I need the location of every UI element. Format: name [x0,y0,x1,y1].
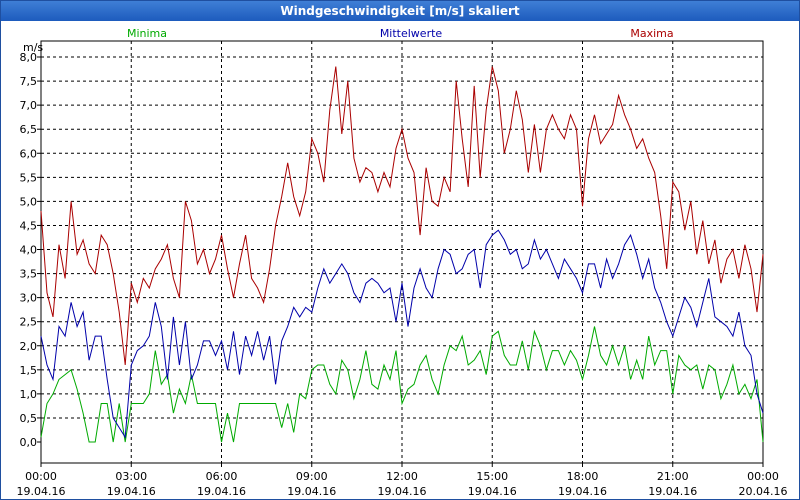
y-tick-label: 2,0 [20,340,38,353]
y-tick-label: 0,0 [20,436,38,449]
y-tick-label: 6,0 [20,147,38,160]
y-tick-label: 8,0 [20,51,38,64]
x-tick-date: 19.04.16 [17,485,66,498]
x-tick-date: 19.04.16 [287,485,336,498]
y-tick-label: 4,0 [20,244,38,257]
legend-minima: Minima [127,27,167,40]
x-tick-date: 19.04.16 [197,485,246,498]
x-tick-time: 06:00 [206,470,238,483]
y-tick-label: 5,5 [20,171,38,184]
chart-plot: m/s Minima Mittelwerte Maxima 0,0 0,5 1,0 1… [17,27,788,498]
legend-mittelwerte: Mittelwerte [380,27,443,40]
window-title: Windgeschwindigkeit [m/s] skaliert [1,1,799,21]
x-tick-date: 19.04.16 [378,485,427,498]
series-line-mittelwerte [40,229,764,439]
y-tick-label: 7,0 [20,99,38,112]
x-tick-time: 00:00 [25,470,57,483]
y-tick-label: 1,0 [20,388,38,401]
x-tick-date: 19.04.16 [107,485,156,498]
axis-labels: m/s Minima Mittelwerte Maxima 0,0 0,5 1,0 1… [17,27,788,498]
y-tick-label: 1,5 [20,364,38,377]
x-tick-time: 00:00 [747,470,779,483]
y-tick-label: 0,5 [20,412,38,425]
y-tick-label: 6,5 [20,123,38,136]
legend-maxima: Maxima [630,27,673,40]
y-tick-label: 2,5 [20,316,38,329]
series-line-minima [40,326,764,443]
x-tick-time: 03:00 [115,470,147,483]
y-tick-label: 4,5 [20,219,38,232]
x-tick-time: 15:00 [476,470,508,483]
grid-lines [37,41,764,467]
series-line-maxima [40,66,764,366]
x-tick-date: 19.04.16 [558,485,607,498]
y-axis-unit: m/s [23,41,43,54]
x-tick-time: 12:00 [386,470,418,483]
y-tick-label: 7,5 [20,75,38,88]
y-tick-label: 3,5 [20,268,38,281]
x-tick-date: 20.04.16 [739,485,788,498]
x-tick-date: 19.04.16 [468,485,517,498]
x-tick-time: 21:00 [657,470,689,483]
series-lines [40,66,764,443]
x-tick-date: 19.04.16 [648,485,697,498]
y-tick-label: 3,0 [20,292,38,305]
x-tick-time: 18:00 [567,470,599,483]
x-tick-time: 09:00 [296,470,328,483]
y-tick-label: 5,0 [20,195,38,208]
